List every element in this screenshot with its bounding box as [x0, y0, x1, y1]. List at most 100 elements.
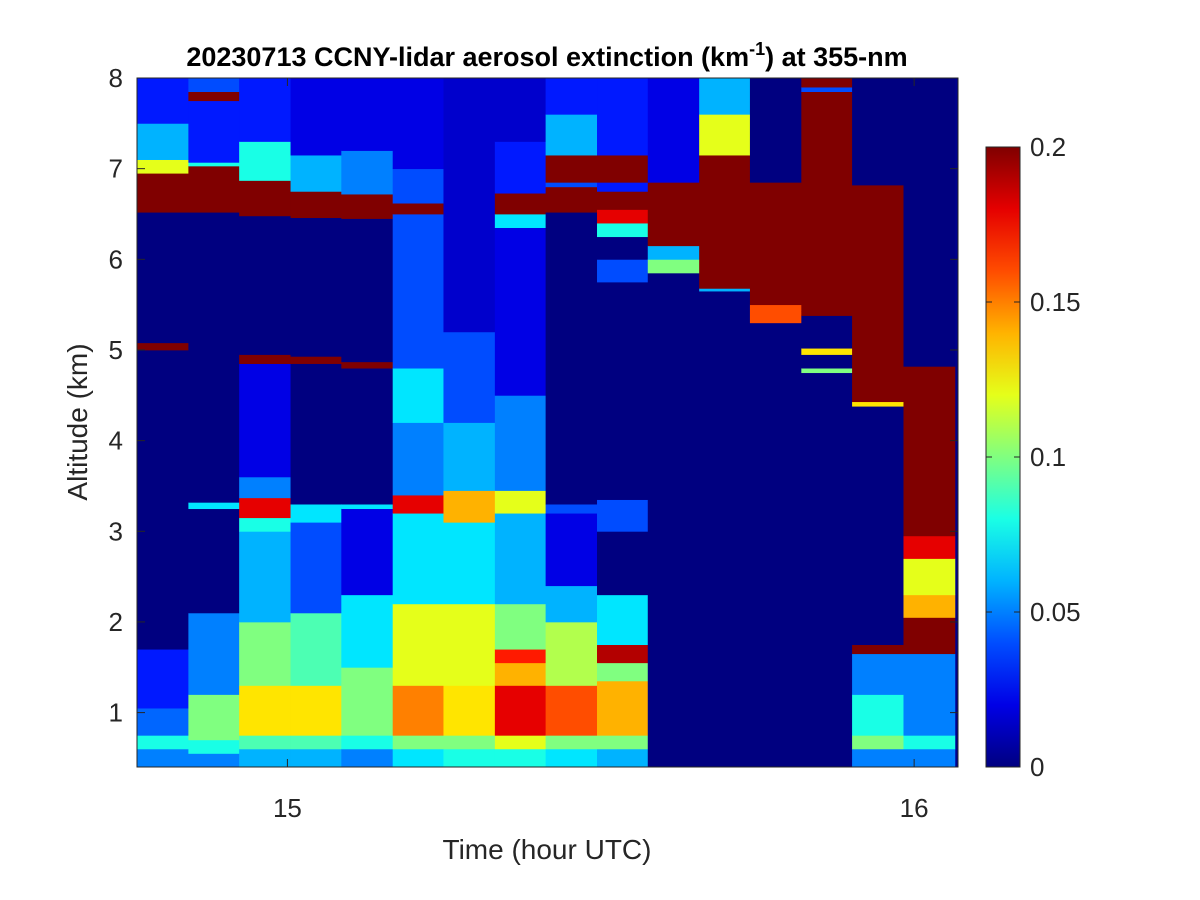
- heatmap-cell: [290, 191, 342, 219]
- heatmap-cell: [392, 685, 444, 736]
- heatmap-cell: [188, 612, 240, 695]
- heatmap-cell: [341, 194, 394, 219]
- heatmap-cell: [647, 245, 700, 260]
- heatmap-cell: [903, 617, 956, 655]
- heatmap-cell: [494, 603, 547, 650]
- heatmap-cell: [801, 372, 853, 767]
- heatmap-cell: [647, 78, 700, 183]
- heatmap-cell: [188, 162, 240, 167]
- heatmap-cell: [137, 123, 189, 160]
- heatmap-cell: [137, 649, 189, 709]
- heatmap-cell: [699, 78, 751, 115]
- heatmap-cell: [749, 304, 802, 324]
- heatmap-cell: [545, 621, 598, 686]
- heatmap-cell: [801, 354, 853, 369]
- heatmap-cell: [597, 499, 649, 532]
- heatmap-cell: [545, 748, 598, 767]
- heatmap-cell: [443, 522, 496, 605]
- heatmap-cell: [239, 517, 291, 532]
- heatmap-cell: [188, 502, 240, 510]
- heatmap-cell: [597, 78, 649, 156]
- heatmap-cell: [749, 78, 802, 183]
- heatmap-cell: [903, 535, 956, 559]
- heatmap-cell: [852, 748, 904, 767]
- y-axis: 1 2 3 4 5 6 7 8: [109, 63, 958, 728]
- heatmap-cell: [341, 368, 394, 505]
- heatmap-cell: [597, 644, 649, 664]
- heatmap-cell: [597, 748, 649, 767]
- heatmap-cell: [392, 203, 444, 215]
- heatmap-cell: [801, 87, 853, 92]
- heatmap-cell: [852, 735, 904, 750]
- heatmap-cell: [290, 356, 342, 364]
- heatmap-cell: [699, 155, 751, 289]
- heatmap-cell: [137, 159, 189, 174]
- heatmap-cell: [903, 78, 956, 367]
- x-tick-label: 16: [900, 793, 929, 823]
- heatmap-cell: [239, 78, 291, 142]
- heatmap-cell: [494, 662, 547, 686]
- x-tick-label: 15: [273, 793, 302, 823]
- y-tick-label: 1: [109, 698, 123, 728]
- heatmap-cell: [290, 155, 342, 192]
- heatmap-cell: [597, 191, 649, 210]
- heatmap-cell: [903, 653, 956, 736]
- heatmap-cell: [597, 735, 649, 750]
- heatmap-cell: [801, 78, 853, 88]
- heatmap-cell: [188, 212, 240, 503]
- heatmap-cell: [392, 78, 444, 170]
- heatmap-cell: [801, 348, 853, 355]
- heatmap-cell: [137, 735, 189, 750]
- colorbar-tick-label: 0.1: [1030, 442, 1066, 472]
- heatmap-cell: [392, 213, 444, 369]
- heatmap-cell: [290, 217, 342, 357]
- x-axis: 15 16: [273, 78, 929, 823]
- heatmap-cell: [239, 354, 291, 364]
- heatmap-cell: [341, 748, 394, 767]
- colorbar-tick-label: 0.15: [1030, 287, 1081, 317]
- heatmap-cell: [443, 331, 496, 423]
- y-tick-label: 4: [109, 426, 123, 456]
- heatmap-cell: [852, 640, 904, 646]
- heatmap-cell: [597, 594, 649, 646]
- heatmap-cell: [801, 91, 853, 312]
- heatmap-cell: [494, 649, 547, 664]
- heatmap-cell: [597, 259, 649, 283]
- heatmap-cell: [852, 694, 904, 736]
- heatmap-cell: [545, 114, 598, 156]
- heatmap-cell: [903, 594, 956, 618]
- heatmap-cell: [545, 182, 598, 188]
- heatmap-cell: [341, 735, 394, 750]
- heatmap-cell: [188, 753, 240, 767]
- heatmap-cell: [597, 662, 649, 682]
- heatmap-cell: [239, 497, 291, 519]
- colorbar-tick-label: 0.2: [1030, 132, 1066, 162]
- heatmap-cell: [597, 680, 649, 736]
- y-tick-label: 8: [109, 63, 123, 93]
- colorbar-tick-label: 0: [1030, 752, 1044, 782]
- heatmap-cell: [443, 422, 496, 491]
- heatmap-cell: [494, 735, 547, 750]
- heatmap-cell: [699, 288, 751, 292]
- heatmap-cell: [545, 513, 598, 587]
- heatmap-cell: [239, 621, 291, 686]
- heatmap-cell: [749, 322, 802, 767]
- heatmap-cell: [290, 78, 342, 156]
- heatmap-cell: [137, 78, 189, 124]
- colorbar-tick-label: 0.05: [1030, 597, 1081, 627]
- heatmap-cell: [801, 315, 853, 349]
- heatmap-cell: [903, 735, 956, 750]
- heatmap-cell: [903, 366, 956, 537]
- heatmap-cell: [392, 168, 444, 204]
- heatmap-cell: [341, 508, 394, 596]
- heatmap-cell: [341, 667, 394, 736]
- heatmap-cell: [699, 114, 751, 156]
- heatmap-cell: [392, 735, 444, 750]
- heatmap-cell: [852, 406, 904, 641]
- heatmap-cell: [392, 422, 444, 496]
- heatmap-cell: [392, 513, 444, 605]
- heatmap-cell: [597, 281, 649, 500]
- heatmap-cell: [597, 223, 649, 238]
- heatmap-cell: [239, 685, 291, 736]
- heatmap-cell: [137, 708, 189, 736]
